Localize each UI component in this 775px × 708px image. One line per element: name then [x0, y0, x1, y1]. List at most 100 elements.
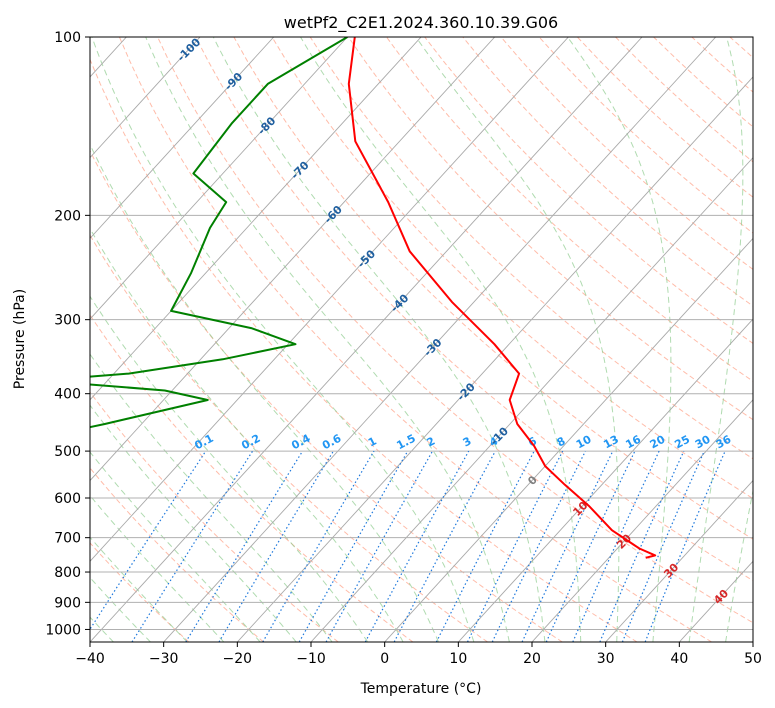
moist-adiabat	[90, 143, 439, 642]
dry-adiabat	[90, 542, 190, 642]
isotherm	[605, 479, 753, 642]
mixing-ratio-line	[90, 450, 207, 631]
y-axis: 100 200 300 400 500 600 700 800 900 1000	[45, 30, 90, 638]
dry-adiabat	[653, 37, 753, 128]
dry-adiabat	[386, 37, 753, 382]
dry-adiabat	[90, 149, 563, 642]
isotherm	[90, 37, 496, 482]
moist-adiabat	[688, 37, 744, 642]
moist-adiabat	[90, 295, 369, 642]
plot-frame	[89, 36, 754, 643]
dry-adiabat	[538, 37, 753, 234]
mixing-ratio-line	[491, 450, 586, 642]
dry-adiabat	[615, 37, 753, 163]
y-tick-label: 900	[54, 595, 81, 611]
dry-adiabat	[157, 37, 753, 624]
x-axis: −40 −30 −20 −10 0 10 20 30 40 50	[75, 642, 762, 667]
x-tick-label: 10	[449, 651, 467, 667]
dry-adiabat	[768, 37, 775, 642]
temperature-line	[347, 37, 657, 559]
dry-adiabat	[90, 391, 339, 642]
mixing-ratio-line	[131, 450, 254, 642]
dry-adiabat	[729, 37, 753, 59]
isotherm	[458, 318, 753, 642]
dewpoint-line	[90, 37, 348, 429]
moist-adiabat	[415, 37, 620, 642]
mixing-ratio-label: 1.5	[394, 432, 417, 453]
dry-adiabat	[90, 313, 414, 642]
mixing-ratio-label: 30	[693, 433, 713, 452]
x-tick-label: 30	[597, 651, 615, 667]
y-tick-label: 1000	[45, 622, 81, 638]
moist-adiabat	[212, 37, 546, 642]
mixing-ratio-line	[644, 450, 726, 642]
mixing-ratio-label: 0.1	[192, 432, 215, 453]
mixing-ratio-label: 10	[574, 433, 594, 452]
dry-adiabat	[309, 37, 753, 460]
moist-adiabat	[725, 488, 753, 642]
moist-adiabat	[90, 451, 261, 642]
moist-adiabat	[567, 37, 672, 642]
isotherm	[90, 37, 643, 642]
mixing-ratio-line	[325, 450, 434, 642]
y-tick-label: 400	[54, 387, 81, 403]
isotherm	[237, 76, 753, 642]
y-tick-label: 700	[54, 531, 81, 547]
moist-adiabat	[145, 37, 510, 642]
mixing-ratio-label: 1	[366, 434, 379, 449]
isotherm	[310, 156, 753, 642]
y-tick-label: 200	[54, 208, 81, 224]
mixing-ratio-label: 8	[555, 434, 568, 449]
moist-adiabat	[300, 37, 582, 642]
background-lines	[90, 37, 775, 642]
x-tick-label: 50	[744, 651, 762, 667]
isotherm	[384, 237, 753, 642]
x-tick-label: −40	[75, 651, 105, 667]
chart-title: wetPf2_C2E1.2024.360.10.39.G06	[284, 13, 558, 33]
contour-labels: 0.1 0.2 0.4 0.6 1 1.5 2 3 4 6 8 10 13 16 20 25 30 36-100-…	[175, 35, 734, 607]
mixing-ratio-line	[393, 450, 496, 642]
mixing-ratio-label: 3	[461, 434, 474, 449]
moist-adiabat	[90, 404, 297, 642]
x-tick-label: −10	[296, 651, 326, 667]
mixing-ratio-line	[621, 450, 705, 642]
moist-adiabat	[90, 353, 333, 642]
moist-adiabat	[90, 227, 404, 642]
mixing-ratio-label: 25	[672, 433, 692, 452]
isotherm-label: -100	[175, 35, 204, 64]
mixing-ratio-line	[218, 450, 334, 642]
mixing-ratio-label: 20	[648, 433, 668, 452]
dry-adiabat	[576, 37, 753, 198]
y-tick-label: 800	[54, 565, 81, 581]
mixing-ratio-label: 16	[623, 433, 643, 452]
dry-adiabat	[90, 58, 638, 642]
mixing-ratio-label: 36	[714, 433, 734, 452]
mixing-ratio-line	[262, 450, 375, 642]
dry-adiabat	[195, 37, 753, 582]
isotherm	[90, 37, 569, 562]
mixing-ratio-label: 13	[601, 433, 621, 452]
dry-adiabat	[118, 37, 712, 642]
isotherm	[90, 37, 422, 401]
x-tick-label: 0	[380, 651, 389, 667]
isotherm	[163, 37, 717, 642]
moist-adiabat	[91, 37, 475, 642]
mixing-ratio-line	[185, 450, 304, 642]
dry-adiabat	[424, 37, 753, 344]
dry-adiabat	[691, 37, 753, 93]
x-tick-label: −30	[149, 651, 179, 667]
mixing-ratio-line	[599, 450, 685, 642]
dry-adiabat	[90, 467, 264, 642]
y-tick-label: 300	[54, 313, 81, 329]
mixing-ratio-label: 0.2	[239, 432, 262, 453]
mixing-ratio-line	[466, 450, 564, 642]
mixing-ratio-label: 2	[424, 434, 437, 449]
isotherm	[752, 641, 753, 642]
isotherm	[90, 37, 201, 159]
x-tick-label: −20	[223, 651, 253, 667]
y-axis-title: Pressure (hPa)	[12, 289, 28, 389]
dry-adiabat	[271, 37, 753, 500]
moist-adiabat	[90, 536, 188, 642]
profile-lines	[90, 37, 657, 559]
